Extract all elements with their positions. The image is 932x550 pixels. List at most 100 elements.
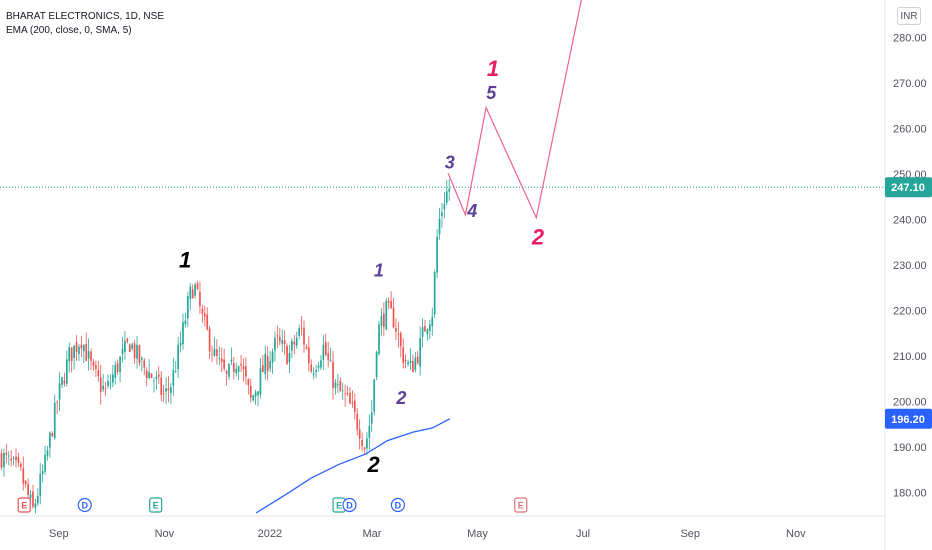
earnings-marker[interactable]: E (149, 497, 163, 513)
candle-body (288, 352, 291, 363)
candle-body (157, 374, 160, 377)
candle-body (378, 324, 380, 354)
candle-body (143, 360, 146, 368)
candle-body (90, 351, 92, 362)
candle-body (293, 341, 296, 345)
candle-body (341, 390, 344, 392)
candle-body (383, 313, 385, 327)
currency-badge[interactable]: INR (897, 7, 921, 25)
candle-body (206, 314, 209, 330)
time-tick-label: Jul (576, 528, 590, 540)
candle-body (107, 380, 109, 386)
dividend-marker[interactable]: D (77, 497, 92, 513)
candle-body (281, 340, 284, 344)
time-tick-label: Sep (49, 528, 69, 540)
wave-label: 2 (531, 225, 545, 250)
candle-body (32, 491, 34, 507)
candle-body (407, 361, 409, 364)
candle-body (92, 361, 95, 366)
wave-label: 3 (445, 153, 455, 173)
candle-body (240, 364, 242, 366)
candle-body (97, 370, 100, 377)
candle-body (153, 380, 155, 382)
dividend-marker[interactable]: D (390, 497, 405, 513)
candle-body (278, 337, 281, 342)
candle-body (320, 360, 322, 368)
candle-body (194, 284, 196, 296)
candle-body (109, 382, 112, 384)
wave-label: 2 (395, 388, 406, 408)
candle-body (213, 348, 216, 356)
candle-body (160, 377, 163, 395)
chart-legend: BHARAT ELECTRONICS, 1D, NSE EMA (200, cl… (6, 10, 164, 38)
candle-body (199, 292, 201, 307)
candle-body (174, 371, 177, 372)
candle-body (276, 335, 279, 337)
ema-line (255, 418, 451, 514)
candle-body (3, 452, 5, 468)
candle-body (305, 346, 308, 349)
candle-body (80, 344, 83, 349)
candle-body (216, 349, 218, 357)
candle-body (102, 385, 104, 390)
earnings-marker[interactable]: E (17, 497, 31, 513)
candle-body (327, 353, 330, 360)
wave-projection-layer (447, 0, 582, 220)
candle-body (75, 342, 78, 353)
candle-body (416, 356, 419, 364)
candle-body (363, 447, 366, 450)
candle-body (286, 345, 288, 365)
dividend-marker-shape (390, 497, 405, 513)
price-tick-label: 190.00 (893, 442, 927, 454)
candle-body (353, 400, 356, 412)
candle-body (428, 324, 431, 332)
candle-body (138, 345, 141, 363)
candle-body (51, 433, 54, 437)
candle-body (148, 372, 150, 379)
candle-body (114, 364, 117, 378)
time-tick-label: May (467, 528, 488, 540)
price-tick-label: 280.00 (893, 33, 927, 45)
candle-body (58, 383, 61, 400)
candle-body (70, 347, 73, 361)
candlestick-series (0, 178, 451, 514)
candle-body (211, 353, 213, 355)
candle-body (373, 379, 376, 412)
candle-body (220, 358, 223, 363)
candle-body (245, 366, 247, 377)
candle-body (380, 316, 383, 326)
candle-body (346, 393, 349, 395)
price-tick-label: 200.00 (893, 397, 927, 409)
candle-body (269, 361, 271, 369)
candle-body (412, 361, 414, 373)
candle-body (29, 494, 32, 499)
candle-body (366, 438, 368, 449)
candle-body (329, 360, 332, 362)
candle-body (116, 363, 119, 372)
candle-body (186, 296, 189, 319)
candle-body (445, 191, 448, 203)
price-tick-label: 210.00 (893, 351, 927, 363)
candle-body (404, 359, 407, 362)
candle-body (237, 366, 240, 372)
price-tick-label: 230.00 (893, 260, 927, 272)
candle-body (27, 483, 29, 496)
candle-body (324, 342, 327, 355)
candle-body (223, 359, 225, 369)
time-tick-label: Mar (362, 528, 381, 540)
candle-body (170, 387, 172, 394)
candle-body (7, 455, 10, 457)
candle-body (82, 345, 85, 352)
dividend-marker[interactable]: D (342, 497, 357, 513)
earnings-marker[interactable]: E (514, 497, 528, 513)
candle-body (5, 452, 8, 455)
earnings-marker-shape (17, 497, 31, 513)
candle-body (15, 456, 17, 461)
candle-body (390, 301, 392, 309)
symbol-title: BHARAT ELECTRONICS, 1D, NSE (6, 11, 164, 22)
candle-body (203, 313, 206, 317)
candle-body (257, 391, 259, 396)
wave-label: 5 (486, 83, 497, 103)
